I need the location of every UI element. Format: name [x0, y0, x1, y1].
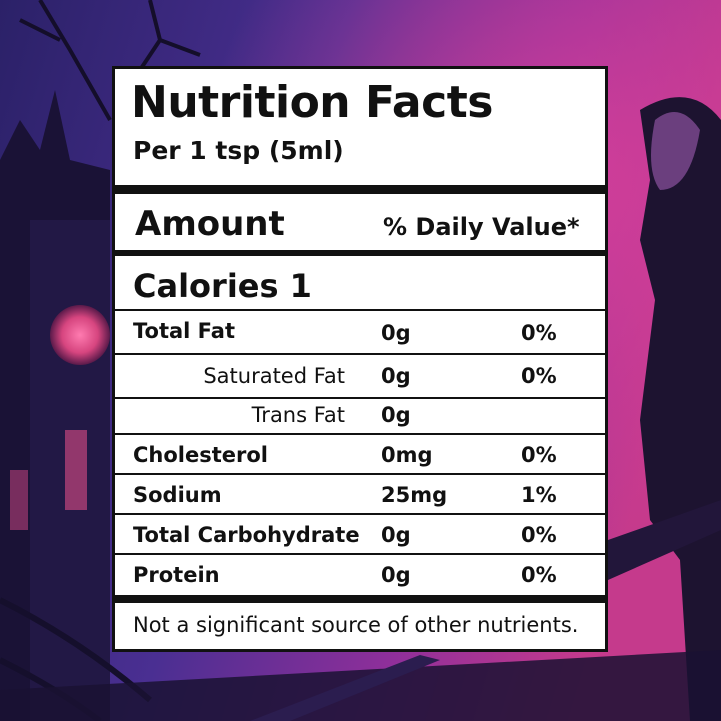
nutrient-row-cholesterol: Cholesterol 0mg 0% [115, 433, 605, 473]
nutrient-amount: 0g [381, 364, 411, 388]
nutrient-amount: 0g [381, 563, 411, 587]
nutrient-amount: 25mg [381, 483, 448, 507]
nutrient-amount: 0g [381, 321, 411, 345]
medium-divider [115, 250, 605, 256]
label-title: Nutrition Facts [131, 77, 493, 128]
rose-window-icon [50, 305, 110, 365]
nutrient-amount: 0g [381, 523, 411, 547]
calories-row: Calories 1 [133, 267, 312, 305]
nutrient-percent: 0% [521, 563, 557, 587]
nutrient-name: Protein [133, 563, 220, 587]
nutrition-facts-label: Nutrition Facts Per 1 tsp (5ml) Amount %… [112, 66, 608, 652]
nutrient-name: Total Carbohydrate [133, 523, 360, 547]
nutrient-row-trans-fat: Trans Fat 0g [115, 397, 605, 433]
daily-value-header: % Daily Value* [383, 213, 580, 241]
nutrient-row-saturated-fat: Saturated Fat 0g 0% [115, 353, 605, 397]
nutrient-amount: 0g [381, 403, 411, 427]
nutrient-percent: 0% [521, 321, 557, 345]
thick-divider [115, 185, 605, 194]
nutrient-row-total-carbohydrate: Total Carbohydrate 0g 0% [115, 513, 605, 553]
nutrient-amount: 0mg [381, 443, 433, 467]
nutrient-percent: 0% [521, 443, 557, 467]
nutrient-row-total-fat: Total Fat 0g 0% [115, 309, 605, 353]
nutrient-name: Total Fat [133, 319, 236, 343]
nutrient-percent: 0% [521, 523, 557, 547]
bottom-divider [115, 595, 605, 603]
nutrient-row-protein: Protein 0g 0% [115, 553, 605, 593]
nutrient-name: Cholesterol [133, 443, 268, 467]
nutrient-name: Saturated Fat [203, 364, 345, 388]
footnote: Not a significant source of other nutrie… [133, 613, 579, 637]
serving-size: Per 1 tsp (5ml) [133, 136, 344, 165]
nutrient-row-sodium: Sodium 25mg 1% [115, 473, 605, 513]
amount-header: Amount [135, 204, 285, 244]
nutrient-percent: 0% [521, 364, 557, 388]
nutrient-name: Trans Fat [251, 403, 345, 427]
nutrient-percent: 1% [521, 483, 557, 507]
nutrient-name: Sodium [133, 483, 222, 507]
